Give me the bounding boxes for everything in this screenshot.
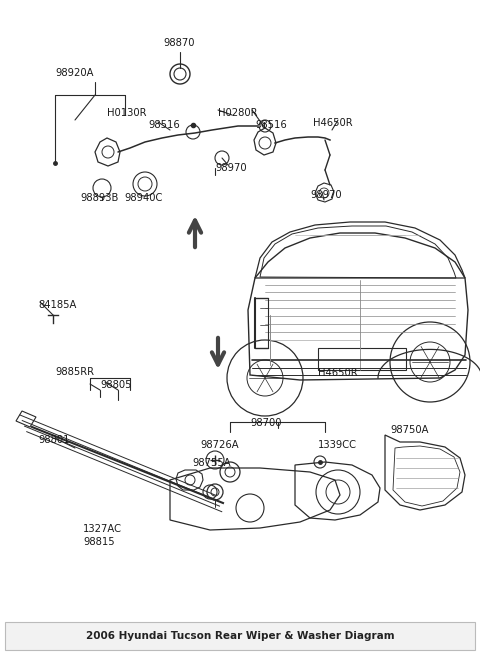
Text: H0130R: H0130R <box>107 108 146 118</box>
Text: 98940C: 98940C <box>124 193 162 203</box>
Text: 98516: 98516 <box>255 120 287 130</box>
Text: 1339CC: 1339CC <box>318 440 357 450</box>
Text: 98516: 98516 <box>148 120 180 130</box>
Text: 98805: 98805 <box>100 380 132 390</box>
Text: 98920A: 98920A <box>55 68 94 78</box>
Text: 98726A: 98726A <box>200 440 239 450</box>
FancyBboxPatch shape <box>5 622 475 650</box>
Text: 98750A: 98750A <box>390 425 429 435</box>
Text: 84185A: 84185A <box>38 300 76 310</box>
Text: 9885RR: 9885RR <box>55 367 94 377</box>
Text: H0280R: H0280R <box>218 108 257 118</box>
Text: 98815: 98815 <box>83 537 115 547</box>
Text: 2006 Hyundai Tucson Rear Wiper & Washer Diagram: 2006 Hyundai Tucson Rear Wiper & Washer … <box>86 631 394 641</box>
Text: 98893B: 98893B <box>80 193 119 203</box>
Text: 98700: 98700 <box>250 418 281 428</box>
Text: 1327AC: 1327AC <box>83 524 122 534</box>
Text: 98970: 98970 <box>310 190 342 200</box>
Text: 98801: 98801 <box>38 435 70 445</box>
Text: 98755A: 98755A <box>192 458 230 468</box>
Text: H4650R: H4650R <box>318 368 358 378</box>
Text: 98970: 98970 <box>215 163 247 173</box>
Text: H4650R: H4650R <box>313 118 353 128</box>
Text: 98870: 98870 <box>163 38 194 48</box>
